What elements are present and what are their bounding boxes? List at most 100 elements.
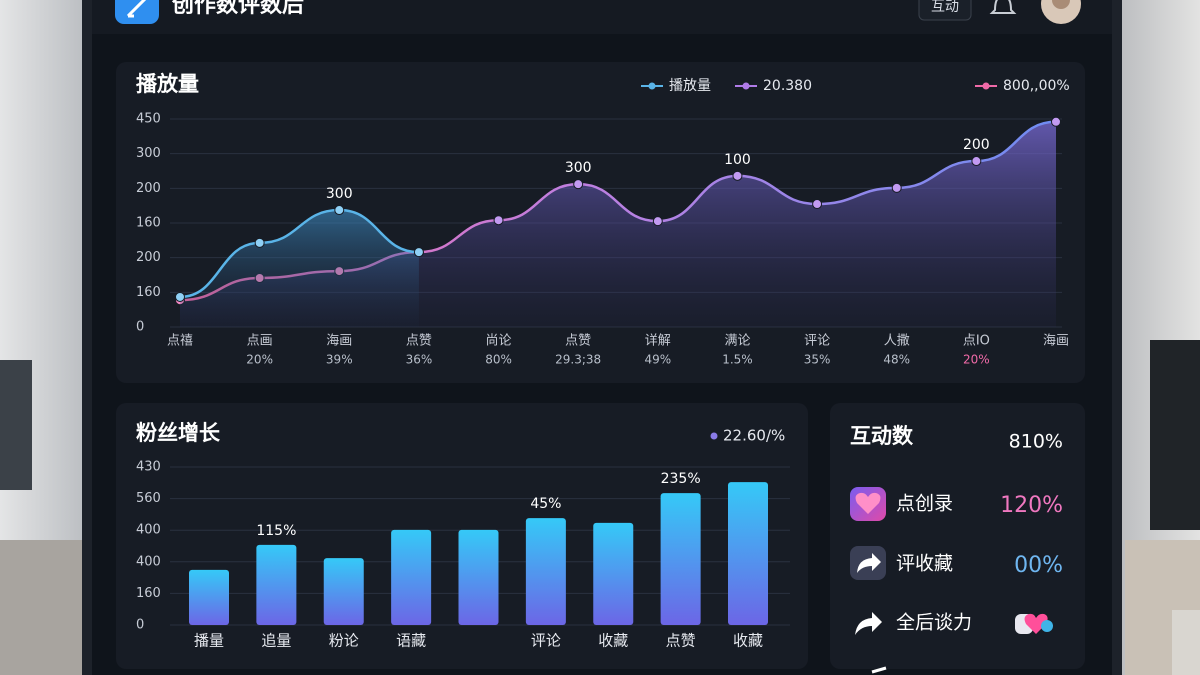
x-tick-label: 收藏 — [598, 632, 628, 650]
x-sub-label: 39% — [326, 353, 353, 367]
line — [179, 208, 419, 299]
heart-icon — [855, 492, 881, 514]
data-point — [413, 247, 424, 258]
x-tick-label: 收藏 — [733, 632, 763, 650]
item-label: 全后谈力 — [896, 612, 972, 634]
x-tick-label: 人撒 — [884, 333, 910, 349]
bar — [189, 569, 229, 625]
app-logo — [115, 0, 159, 24]
cut-icon — [871, 666, 887, 674]
header-button[interactable] — [918, 0, 972, 21]
x-tick-label: 语藏 — [396, 632, 426, 650]
logo-glyph — [126, 0, 147, 18]
data-point — [254, 237, 265, 248]
x-tick-label: 点画 — [247, 334, 273, 349]
x-sub-label: 35% — [804, 353, 831, 367]
x-tick-label: 详解 — [645, 334, 671, 349]
x-tick-label: 点赞 — [406, 334, 432, 349]
x-tick-label: 评论 — [531, 632, 561, 650]
share-icon — [857, 553, 881, 573]
y-axis-label: 160 — [136, 285, 161, 300]
y-axis-label: 400 — [136, 523, 161, 538]
x-tick-label: 点赞 — [666, 632, 696, 650]
bar — [660, 493, 701, 625]
desk-left — [0, 540, 90, 675]
x-sub-label: 1.5% — [722, 353, 753, 367]
data-point — [1051, 116, 1061, 127]
legend-dot — [742, 82, 750, 90]
item-value: 00% — [1014, 553, 1063, 578]
play-title: 播放量 — [136, 72, 199, 96]
data-point — [493, 215, 504, 226]
y-tick-label: 0 — [136, 618, 144, 633]
y-axis-label: 160 — [136, 216, 161, 231]
x-tick-label: 点赞 — [565, 334, 591, 349]
data-point — [652, 216, 663, 227]
x-tick-label: 追量 — [261, 632, 291, 650]
x-tick-label: 粉论 — [329, 632, 359, 650]
y-tick-label: 0 — [136, 320, 144, 335]
y-axis-label: 160 — [136, 586, 161, 601]
far-monitor — [0, 360, 32, 490]
data-point — [175, 291, 185, 302]
bar — [593, 522, 634, 625]
app-title: 创作数评数后 — [171, 0, 304, 18]
legend-label: 800,,00% — [1003, 78, 1070, 94]
bar — [525, 518, 566, 625]
y-tick-label: 430 — [136, 460, 161, 475]
fans-title: 粉丝增长 — [136, 421, 221, 445]
x-sub-label: 36% — [406, 353, 433, 367]
x-sub-label: 48% — [883, 353, 910, 367]
x-sub-label: 49% — [644, 353, 671, 367]
line-area — [180, 210, 419, 327]
x-sub-label: 20% — [963, 353, 990, 367]
data-label: 200 — [963, 137, 990, 153]
y-axis-label: 200 — [136, 250, 161, 265]
interaction-title: 互动数 — [850, 424, 914, 448]
data-label: 300 — [326, 186, 353, 202]
x-tick-label: 海画 — [326, 334, 352, 349]
data-point — [812, 199, 823, 210]
legend-label: 播放量 — [669, 78, 711, 94]
avatar[interactable] — [1041, 0, 1081, 24]
x-tick-label: 播量 — [194, 632, 224, 650]
bar — [728, 482, 768, 625]
y-axis-label: 200 — [136, 181, 161, 196]
y-axis-label: 300 — [136, 146, 161, 161]
x-sub-label: 29.3;38 — [555, 353, 601, 367]
x-tick-label: 海画 — [1043, 334, 1069, 349]
bar — [458, 529, 499, 625]
data-label: 300 — [565, 160, 592, 176]
bar — [323, 558, 364, 625]
item-value: 120% — [1000, 493, 1063, 518]
x-tick-label: 尚论 — [486, 334, 512, 349]
avatar-face — [1052, 0, 1070, 9]
data-label: 100 — [724, 152, 751, 168]
heart-badge — [1024, 613, 1048, 634]
y-axis-label: 560 — [136, 491, 161, 506]
data-point — [334, 205, 345, 216]
item-label: 点创录 — [896, 493, 953, 515]
plant-pot — [1172, 610, 1200, 675]
y-axis-label: 400 — [136, 554, 161, 569]
badge-dot — [1041, 620, 1053, 632]
legend-dot — [982, 82, 990, 90]
data-point — [891, 182, 902, 193]
bell-icon[interactable] — [989, 0, 1017, 14]
interaction-panel — [830, 403, 1085, 669]
data-label: 45% — [530, 496, 561, 512]
x-sub-label: 80% — [485, 353, 512, 367]
data-label: 115% — [256, 523, 296, 539]
x-tick-label: 点IO — [963, 334, 990, 349]
x-sub-label: 20% — [246, 353, 273, 367]
header-button-label[interactable]: 互动 — [931, 0, 959, 15]
share-icon — [855, 612, 882, 635]
legend-label: 20.380 — [763, 78, 812, 94]
item-label: 评收藏 — [896, 553, 953, 575]
bar — [391, 529, 432, 625]
y-tick-label: 450 — [136, 112, 161, 127]
x-tick-label: 评论 — [804, 334, 830, 349]
x-tick-label: 点禧 — [167, 334, 193, 349]
